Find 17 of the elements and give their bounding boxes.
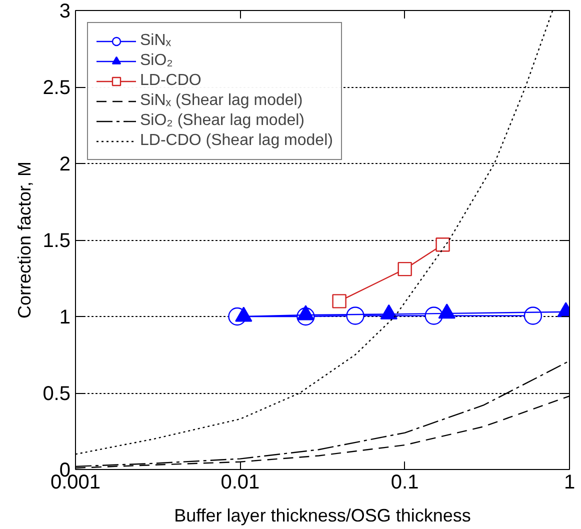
legend-label: LD-CDO xyxy=(140,72,202,90)
y-tick-label: 1 xyxy=(59,306,70,328)
x-tick-label: 0.01 xyxy=(220,472,260,494)
legend-label: SiO₂ xyxy=(140,52,173,70)
y-axis-title: Correction factor, M xyxy=(14,161,35,319)
y-tick-label: 3 xyxy=(59,0,70,22)
x-axis-title: Buffer layer thickness/OSG thickness xyxy=(174,506,471,526)
legend-label: LD-CDO (Shear lag model) xyxy=(140,132,333,150)
y-tick-label: 2 xyxy=(59,154,70,176)
legend-label: SiNₓ (Shear lag model) xyxy=(140,92,303,110)
legend-label: SiO₂ (Shear lag model) xyxy=(140,112,304,130)
legend-label: SiNₓ xyxy=(140,32,172,50)
y-tick-label: 0.5 xyxy=(42,383,71,405)
x-tick-label: 0.1 xyxy=(390,472,419,494)
x-tick-label: 1 xyxy=(564,472,576,494)
y-tick-label: 1.5 xyxy=(42,230,71,252)
y-tick-label: 2.5 xyxy=(42,77,71,99)
